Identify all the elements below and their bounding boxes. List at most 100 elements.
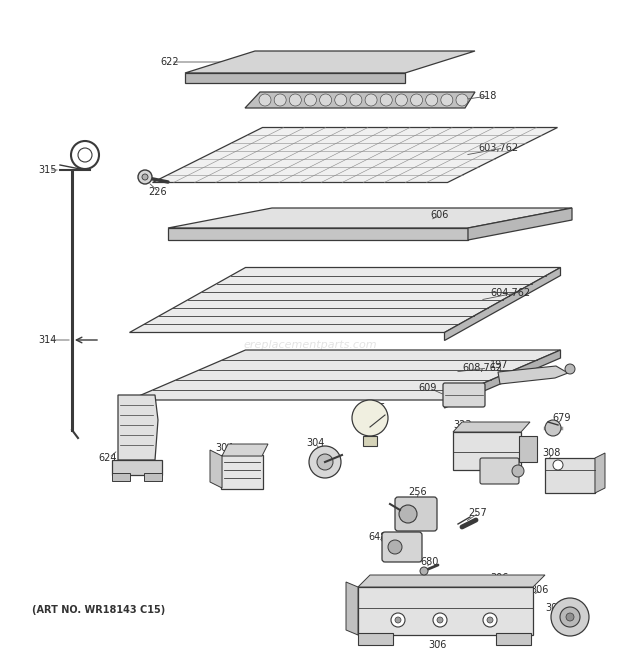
Text: 257: 257 bbox=[468, 508, 487, 518]
Polygon shape bbox=[445, 268, 560, 340]
Polygon shape bbox=[210, 450, 222, 488]
Circle shape bbox=[335, 94, 347, 106]
Text: 306: 306 bbox=[490, 573, 508, 583]
Circle shape bbox=[441, 94, 453, 106]
Circle shape bbox=[309, 446, 341, 478]
Polygon shape bbox=[468, 208, 572, 240]
Text: 606: 606 bbox=[430, 210, 448, 220]
Circle shape bbox=[566, 613, 574, 621]
Circle shape bbox=[545, 420, 561, 436]
Text: 604,762: 604,762 bbox=[490, 288, 530, 298]
Text: 624: 624 bbox=[98, 453, 117, 463]
Circle shape bbox=[78, 148, 92, 162]
Bar bbox=[496, 633, 531, 645]
Circle shape bbox=[487, 617, 493, 623]
Bar bbox=[112, 460, 162, 475]
Circle shape bbox=[420, 567, 428, 575]
Polygon shape bbox=[153, 128, 557, 182]
Bar bbox=[363, 436, 377, 446]
Text: 306: 306 bbox=[428, 640, 446, 650]
Text: 308: 308 bbox=[542, 448, 560, 458]
Circle shape bbox=[317, 454, 333, 470]
Circle shape bbox=[388, 540, 402, 554]
Text: 618: 618 bbox=[478, 91, 497, 101]
Text: 679: 679 bbox=[552, 413, 570, 423]
Text: 304: 304 bbox=[215, 443, 233, 453]
Text: 306: 306 bbox=[530, 585, 548, 595]
Circle shape bbox=[71, 141, 99, 169]
Circle shape bbox=[565, 364, 575, 374]
Circle shape bbox=[483, 613, 497, 627]
Circle shape bbox=[391, 613, 405, 627]
Bar bbox=[545, 458, 595, 493]
Bar bbox=[144, 473, 162, 481]
Polygon shape bbox=[168, 228, 468, 240]
Text: 603,762: 603,762 bbox=[478, 143, 518, 153]
Circle shape bbox=[437, 617, 443, 623]
Text: 197: 197 bbox=[490, 360, 508, 370]
Polygon shape bbox=[245, 92, 475, 108]
Polygon shape bbox=[130, 350, 560, 400]
Text: 315: 315 bbox=[38, 165, 56, 175]
Text: (ART NO. WR18143 C15): (ART NO. WR18143 C15) bbox=[32, 605, 166, 615]
Polygon shape bbox=[453, 422, 530, 432]
Circle shape bbox=[456, 94, 468, 106]
Text: 256: 256 bbox=[408, 487, 427, 497]
Text: 304: 304 bbox=[306, 438, 324, 448]
Text: ereplacementparts.com: ereplacementparts.com bbox=[243, 340, 377, 350]
FancyBboxPatch shape bbox=[221, 455, 263, 489]
Polygon shape bbox=[346, 582, 358, 635]
Polygon shape bbox=[222, 444, 268, 456]
Polygon shape bbox=[185, 73, 405, 83]
Circle shape bbox=[553, 460, 563, 470]
Circle shape bbox=[512, 465, 524, 477]
Polygon shape bbox=[168, 208, 572, 228]
Text: 648: 648 bbox=[368, 532, 386, 542]
Circle shape bbox=[395, 617, 401, 623]
Circle shape bbox=[396, 94, 407, 106]
Text: 435: 435 bbox=[368, 403, 386, 413]
Bar bbox=[453, 432, 521, 470]
Bar bbox=[358, 587, 533, 635]
Circle shape bbox=[365, 94, 377, 106]
Circle shape bbox=[380, 94, 392, 106]
Polygon shape bbox=[498, 366, 568, 384]
Circle shape bbox=[320, 94, 332, 106]
Polygon shape bbox=[445, 350, 560, 408]
Circle shape bbox=[560, 607, 580, 627]
Circle shape bbox=[433, 613, 447, 627]
Polygon shape bbox=[185, 51, 475, 73]
Circle shape bbox=[142, 174, 148, 180]
Text: 301: 301 bbox=[545, 603, 564, 613]
Circle shape bbox=[304, 94, 316, 106]
Circle shape bbox=[399, 505, 417, 523]
Circle shape bbox=[138, 170, 152, 184]
Circle shape bbox=[352, 400, 388, 436]
Circle shape bbox=[350, 94, 362, 106]
Polygon shape bbox=[118, 395, 158, 460]
Circle shape bbox=[259, 94, 271, 106]
Text: 323: 323 bbox=[453, 420, 471, 430]
Circle shape bbox=[274, 94, 286, 106]
FancyBboxPatch shape bbox=[395, 497, 437, 531]
Circle shape bbox=[426, 94, 438, 106]
FancyBboxPatch shape bbox=[443, 383, 485, 407]
Text: 300: 300 bbox=[482, 448, 500, 458]
Text: 609: 609 bbox=[418, 383, 436, 393]
Polygon shape bbox=[595, 453, 605, 493]
Polygon shape bbox=[358, 575, 545, 587]
Circle shape bbox=[410, 94, 423, 106]
Circle shape bbox=[551, 598, 589, 636]
Bar bbox=[358, 633, 393, 645]
Text: 680: 680 bbox=[420, 557, 438, 567]
Text: 608,762: 608,762 bbox=[462, 363, 502, 373]
Circle shape bbox=[290, 94, 301, 106]
Text: 622: 622 bbox=[160, 57, 179, 67]
Text: 226: 226 bbox=[148, 187, 167, 197]
Bar bbox=[112, 473, 130, 481]
Text: 314: 314 bbox=[38, 335, 56, 345]
FancyBboxPatch shape bbox=[480, 458, 519, 484]
FancyBboxPatch shape bbox=[382, 532, 422, 562]
Bar bbox=[519, 436, 537, 462]
Polygon shape bbox=[130, 268, 560, 332]
